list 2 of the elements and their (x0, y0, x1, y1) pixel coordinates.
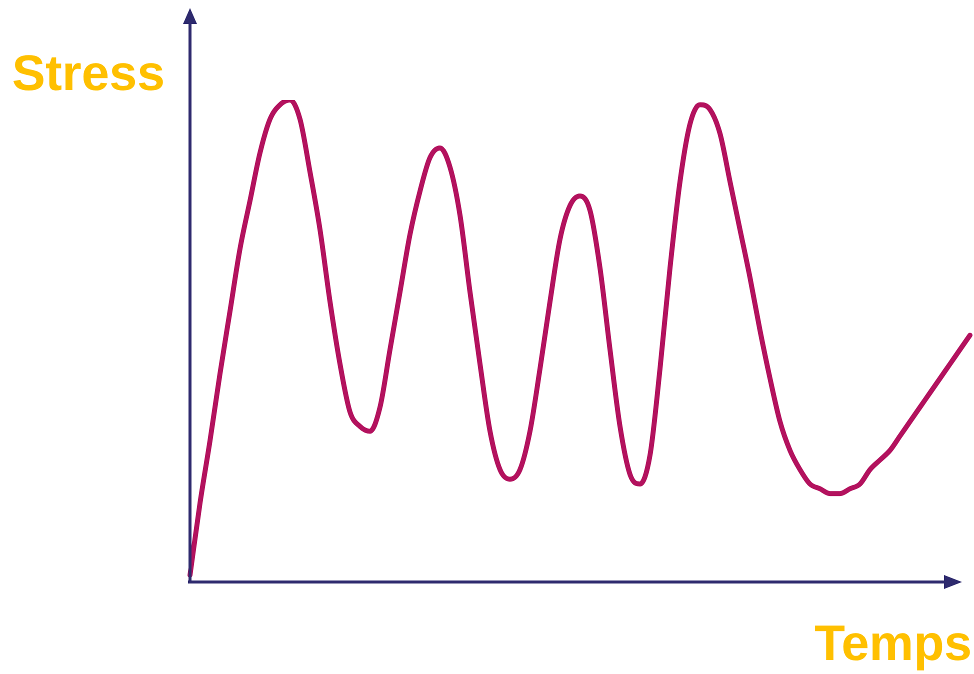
x-axis-title: Temps (814, 615, 972, 671)
y-axis-title: Stress (12, 45, 165, 101)
